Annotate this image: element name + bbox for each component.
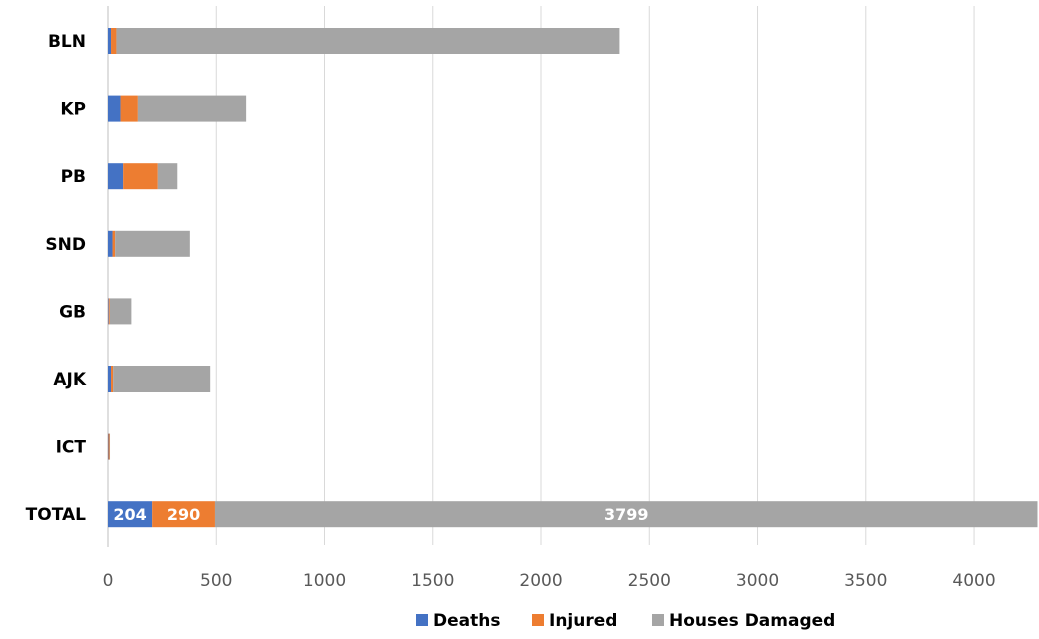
bar-kp-injured — [120, 95, 138, 122]
category-labels: BLN KP PB SND GB AJK ICT TOTAL — [26, 32, 87, 525]
gridlines — [215, 6, 975, 545]
bar-ajk-houses-damaged — [113, 366, 211, 392]
category-label-kp: KP — [60, 100, 86, 120]
category-label-snd: SND — [45, 235, 86, 255]
x-tick-label-3500: 3500 — [844, 571, 887, 591]
category-label-pb: PB — [61, 167, 86, 187]
category-label-gb: GB — [59, 302, 86, 322]
x-tick-label-2500: 2500 — [628, 571, 671, 591]
data-label-total-injured: 290 — [167, 505, 200, 524]
bar-ajk-deaths — [108, 366, 112, 392]
bar-snd-deaths — [108, 230, 113, 257]
legend-label-houses-damaged: Houses Damaged — [669, 611, 835, 631]
data-labels: 204 290 3799 — [113, 505, 648, 524]
legend-swatch-injured — [532, 614, 544, 626]
bar-bln-injured — [111, 28, 117, 54]
data-label-total-deaths: 204 — [113, 505, 146, 524]
bar-gb-injured — [108, 298, 110, 325]
bar-total-injured — [152, 501, 215, 528]
bar-pb-houses-damaged — [157, 163, 178, 190]
x-tick-label-1500: 1500 — [411, 571, 454, 591]
bar-pb-deaths — [108, 163, 124, 190]
x-tick-labels: 0 500 1000 1500 2000 2500 3000 3500 4000 — [103, 571, 996, 591]
bar-pb-injured — [123, 163, 158, 190]
legend-swatch-deaths — [416, 614, 428, 626]
bar-bln-deaths — [108, 28, 112, 54]
bar-ict-houses-damaged — [109, 433, 111, 460]
x-tick-label-1000: 1000 — [303, 571, 346, 591]
bar-bln-houses-damaged — [116, 28, 620, 54]
bar-snd-houses-damaged — [115, 230, 190, 257]
bar-kp-deaths — [108, 95, 121, 122]
bar-snd-injured — [112, 230, 116, 257]
category-label-total: TOTAL — [26, 505, 86, 525]
bar-ict-injured — [108, 433, 110, 460]
bar-ict-deaths — [108, 433, 109, 460]
bar-total-deaths — [108, 501, 153, 528]
legend-label-injured: Injured — [549, 611, 617, 631]
legend-label-deaths: Deaths — [433, 611, 500, 631]
data-label-total-houses-damaged: 3799 — [604, 505, 649, 524]
x-tick-label-3000: 3000 — [736, 571, 779, 591]
bar-gb-deaths — [108, 298, 109, 325]
bar-gb-houses-damaged — [109, 298, 132, 325]
x-tick-label-0: 0 — [103, 571, 114, 591]
bar-total-houses-damaged — [214, 501, 1038, 528]
bars — [108, 28, 1038, 528]
bar-ajk-injured — [111, 366, 114, 392]
legend: Deaths Injured Houses Damaged — [416, 611, 835, 631]
x-tick-label-4000: 4000 — [952, 571, 995, 591]
category-label-ict: ICT — [56, 438, 87, 458]
bar-kp-houses-damaged — [137, 95, 247, 122]
category-label-ajk: AJK — [53, 370, 86, 390]
legend-swatch-houses-damaged — [652, 614, 664, 626]
x-tick-label-2000: 2000 — [519, 571, 562, 591]
x-tick-label-500: 500 — [200, 571, 232, 591]
category-label-bln: BLN — [48, 32, 86, 52]
